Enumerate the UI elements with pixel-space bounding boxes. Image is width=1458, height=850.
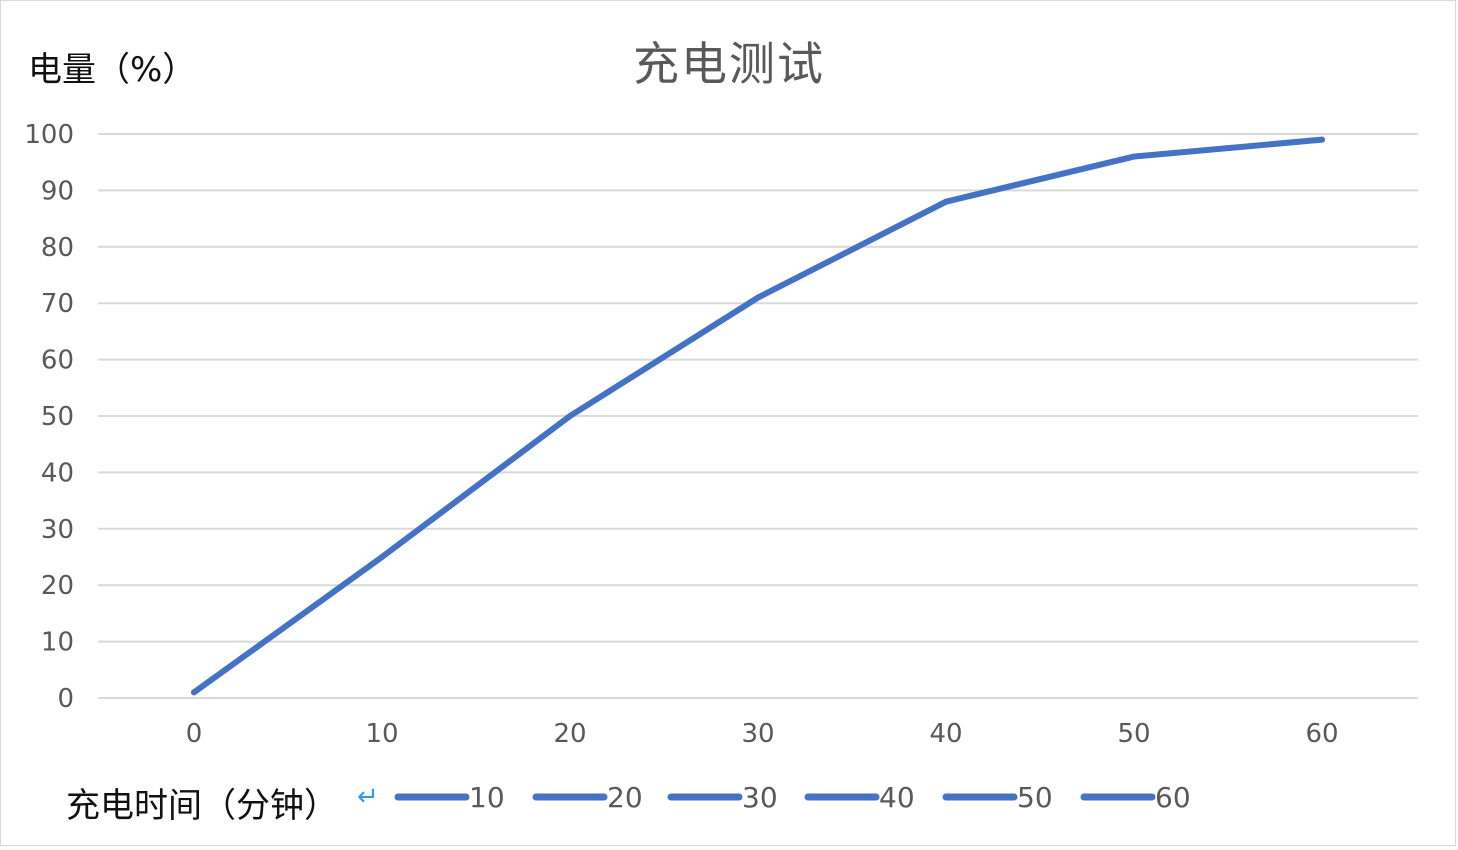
y-tick-label: 50 [41, 402, 74, 432]
legend-label: 50 [1017, 781, 1053, 814]
y-tick-label: 10 [41, 628, 74, 658]
y-tick-label: 70 [41, 289, 74, 319]
chart-title: 充电测试 [633, 37, 825, 91]
y-axis-title: 电量（%） [28, 50, 197, 90]
y-tick-label: 40 [41, 458, 74, 488]
data-point [755, 294, 761, 301]
legend-label: 10 [469, 781, 505, 814]
legend-label: 60 [1155, 781, 1191, 814]
data-point [1319, 136, 1325, 143]
x-tick-label: 10 [365, 719, 398, 749]
data-point [1131, 153, 1137, 160]
data-point [943, 198, 949, 205]
x-tick-label: 30 [741, 719, 774, 749]
y-tick-label: 90 [41, 176, 74, 206]
legend-label: 20 [607, 781, 643, 814]
y-tick-label: 80 [41, 233, 74, 263]
y-tick-label: 20 [41, 571, 74, 601]
y-tick-label: 100 [24, 120, 74, 150]
legend-label: 30 [742, 781, 778, 814]
x-tick-label: 40 [929, 719, 962, 749]
y-tick-label: 30 [41, 515, 74, 545]
paragraph-return-mark: ↵ [357, 782, 379, 812]
y-tick-label: 60 [41, 346, 74, 376]
x-axis-title: 充电时间（分钟） [66, 786, 338, 826]
x-tick-label: 20 [553, 719, 586, 749]
data-point [567, 413, 573, 419]
legend-label: 40 [879, 781, 915, 814]
y-tick-label: 0 [57, 684, 74, 714]
x-tick-label: 50 [1117, 719, 1150, 749]
data-point [191, 689, 197, 696]
data-point [379, 554, 385, 560]
x-tick-label: 60 [1305, 719, 1338, 749]
x-tick-label: 0 [186, 719, 203, 749]
